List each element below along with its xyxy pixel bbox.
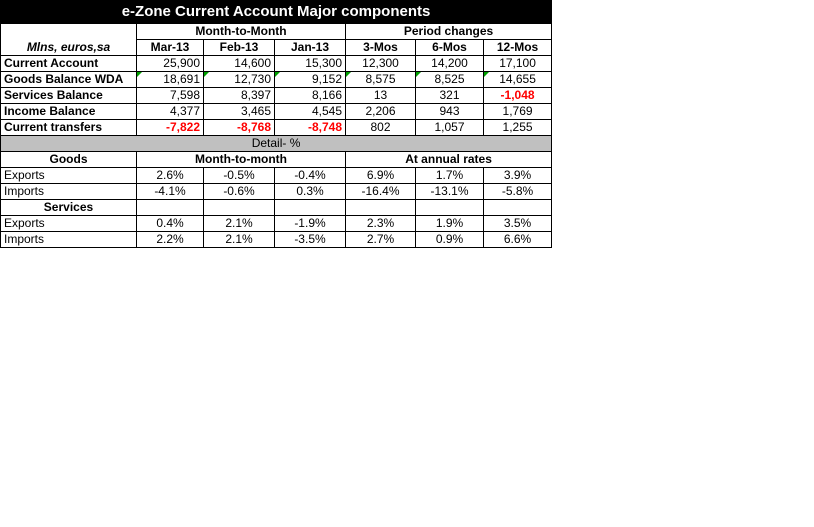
table-row: Exports 0.4% 2.1% -1.9% 2.3% 1.9% 3.5% xyxy=(0,215,553,232)
detail-band: Detail- % xyxy=(0,135,553,152)
cell: 2.1% xyxy=(203,215,275,232)
cell: -0.4% xyxy=(274,167,346,184)
services-section-label: Services xyxy=(0,199,137,216)
cell: 3,465 xyxy=(203,103,275,120)
cell: 8,525 xyxy=(415,71,484,88)
month-to-month-header: Month-to-Month xyxy=(136,23,346,40)
cell: 8,575 xyxy=(345,71,416,88)
cell: -8,768 xyxy=(203,119,275,136)
cell: 0.9% xyxy=(415,231,484,248)
row-label: Imports xyxy=(0,231,137,248)
cell: 2.2% xyxy=(136,231,204,248)
blank-cell xyxy=(136,199,204,216)
cell: 1.7% xyxy=(415,167,484,184)
cell: 321 xyxy=(415,87,484,104)
table-row: Current Account 25,900 14,600 15,300 12,… xyxy=(0,55,553,72)
col-header: 3-Mos xyxy=(345,39,416,56)
cell: 25,900 xyxy=(136,55,204,72)
cell: -1,048 xyxy=(482,87,553,104)
table-title: e-Zone Current Account Major components xyxy=(0,0,553,24)
cell: 0.4% xyxy=(136,215,204,232)
cell: 7,598 xyxy=(136,87,204,104)
cell: -1.9% xyxy=(274,215,346,232)
cell: 14,600 xyxy=(203,55,275,72)
cell: 802 xyxy=(345,119,416,136)
cell: 943 xyxy=(415,103,484,120)
cell: 1,769 xyxy=(482,103,553,120)
cell: -16.4% xyxy=(345,183,416,200)
blank-cell xyxy=(0,23,137,40)
cell: 6.9% xyxy=(345,167,416,184)
row-label: Income Balance xyxy=(0,103,137,120)
col-header: 12-Mos xyxy=(482,39,553,56)
cell: 3.9% xyxy=(482,167,553,184)
blank-cell xyxy=(203,199,275,216)
cell: 15,300 xyxy=(274,55,346,72)
cell: 1,255 xyxy=(482,119,553,136)
table-row: Imports -4.1% -0.6% 0.3% -16.4% -13.1% -… xyxy=(0,183,553,200)
cell: 6.6% xyxy=(482,231,553,248)
table-row: Imports 2.2% 2.1% -3.5% 2.7% 0.9% 6.6% xyxy=(0,231,553,248)
cell: 2,206 xyxy=(345,103,416,120)
cell: 4,545 xyxy=(274,103,346,120)
cell: -5.8% xyxy=(482,183,553,200)
cell: 13 xyxy=(345,87,416,104)
cell: -13.1% xyxy=(415,183,484,200)
table-row: Current transfers -7,822 -8,768 -8,748 8… xyxy=(0,119,553,136)
cell: -4.1% xyxy=(136,183,204,200)
month-to-month-subheader: Month-to-month xyxy=(136,151,346,168)
cell: 2.6% xyxy=(136,167,204,184)
cell: 8,166 xyxy=(274,87,346,104)
table-row: Goods Balance WDA 18,691 12,730 9,152 8,… xyxy=(0,71,553,88)
cell: 12,730 xyxy=(203,71,275,88)
row-label: Imports xyxy=(0,183,137,200)
table-row: Income Balance 4,377 3,465 4,545 2,206 9… xyxy=(0,103,553,120)
cell: 0.3% xyxy=(274,183,346,200)
col-header: Jan-13 xyxy=(274,39,346,56)
cell: -7,822 xyxy=(136,119,204,136)
row-label: Current transfers xyxy=(0,119,137,136)
table-row: Exports 2.6% -0.5% -0.4% 6.9% 1.7% 3.9% xyxy=(0,167,553,184)
goods-section-label: Goods xyxy=(0,151,137,168)
cell: 1.9% xyxy=(415,215,484,232)
cell: 4,377 xyxy=(136,103,204,120)
blank-cell xyxy=(415,199,484,216)
cell: -3.5% xyxy=(274,231,346,248)
units-label: Mlns, euros,sa xyxy=(0,39,137,56)
cell: 3.5% xyxy=(482,215,553,232)
blank-cell xyxy=(274,199,346,216)
cell: 8,397 xyxy=(203,87,275,104)
cell: -0.6% xyxy=(203,183,275,200)
cell: 12,300 xyxy=(345,55,416,72)
cell: 2.1% xyxy=(203,231,275,248)
cell: 17,100 xyxy=(482,55,553,72)
annual-rates-subheader: At annual rates xyxy=(344,151,553,168)
cell: 14,655 xyxy=(482,71,553,88)
table-row: Services Balance 7,598 8,397 8,166 13 32… xyxy=(0,87,553,104)
blank-cell xyxy=(482,199,553,216)
cell: -8,748 xyxy=(274,119,346,136)
col-header: 6-Mos xyxy=(415,39,484,56)
row-label: Services Balance xyxy=(0,87,137,104)
col-header: Mar-13 xyxy=(136,39,204,56)
row-label: Goods Balance WDA xyxy=(0,71,137,88)
cell: 14,200 xyxy=(415,55,484,72)
cell: 9,152 xyxy=(274,71,346,88)
col-header: Feb-13 xyxy=(203,39,275,56)
current-account-table: e-Zone Current Account Major components … xyxy=(0,0,553,248)
cell: -0.5% xyxy=(203,167,275,184)
row-label: Exports xyxy=(0,215,137,232)
cell: 2.7% xyxy=(345,231,416,248)
cell: 18,691 xyxy=(136,71,204,88)
period-changes-header: Period changes xyxy=(344,23,553,40)
blank-cell xyxy=(345,199,416,216)
row-label: Current Account xyxy=(0,55,137,72)
cell: 1,057 xyxy=(415,119,484,136)
cell: 2.3% xyxy=(345,215,416,232)
row-label: Exports xyxy=(0,167,137,184)
